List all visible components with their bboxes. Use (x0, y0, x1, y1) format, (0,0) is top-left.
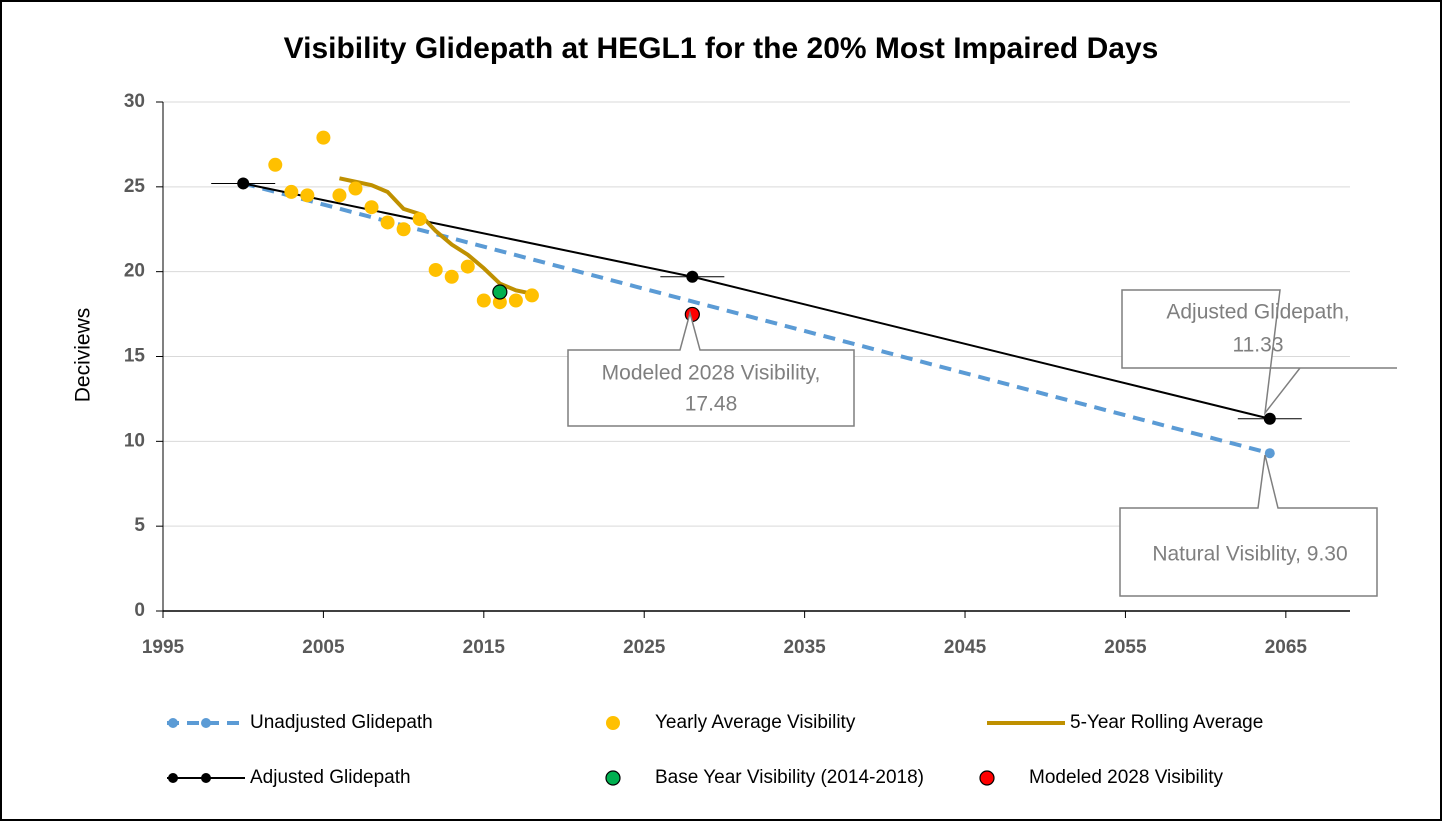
data-point (237, 177, 250, 190)
data-point (428, 262, 443, 277)
data-point (396, 222, 411, 237)
legend-swatch (605, 770, 621, 786)
annotation: Natural Visiblity, 9.30 (1152, 543, 1347, 566)
data-point (284, 184, 299, 199)
y-tick-label: 10 (124, 430, 145, 451)
chart-title: Visibility Glidepath at HEGL1 for the 20… (284, 32, 1159, 65)
data-point (300, 188, 315, 203)
legend-swatch (168, 718, 178, 728)
legend-label: Base Year Visibility (2014-2018) (655, 767, 924, 788)
legend-swatch (201, 773, 211, 783)
data-point (364, 200, 379, 215)
legend-swatch (201, 718, 211, 728)
x-tick-label: 2055 (1104, 637, 1147, 658)
annotation: Modeled 2028 Visibility, (602, 362, 821, 385)
data-point (686, 270, 699, 283)
x-tick-label: 2005 (302, 637, 345, 658)
data-point (444, 269, 459, 284)
callout-box (1119, 454, 1378, 597)
legend-label: Adjusted Glidepath (250, 767, 411, 788)
annotation: 17.48 (685, 393, 738, 416)
callout-box (1121, 289, 1397, 416)
data-point (412, 212, 427, 227)
legend-swatch (168, 773, 178, 783)
x-tick-label: 2025 (623, 637, 666, 658)
y-tick-label: 30 (124, 91, 145, 112)
callout-box (567, 310, 855, 427)
data-point (268, 157, 283, 172)
x-tick-label: 2045 (944, 637, 987, 658)
legend-label: Unadjusted Glidepath (250, 712, 433, 733)
annotation: Adjusted Glidepath, (1166, 301, 1349, 324)
legend-item: Unadjusted Glidepath (167, 712, 433, 733)
annotation: 11.33 (1233, 334, 1284, 357)
y-tick-label: 25 (124, 176, 146, 197)
x-tick-label: 2035 (783, 637, 826, 658)
legend-item: Yearly Average Visibility (606, 712, 856, 733)
data-point (316, 130, 331, 145)
series-line (339, 176, 533, 296)
data-point (492, 284, 508, 300)
legend-item: Base Year Visibility (2014-2018) (605, 767, 924, 788)
legend-swatch (606, 716, 620, 730)
y-tick-label: 0 (134, 600, 145, 621)
legend-label: Yearly Average Visibility (655, 712, 856, 733)
legend-item: Modeled 2028 Visibility (979, 767, 1223, 788)
data-point (332, 188, 347, 203)
data-point (524, 288, 539, 303)
legend-swatch (979, 770, 995, 786)
y-tick-label: 20 (124, 261, 145, 282)
x-tick-label: 2065 (1265, 637, 1308, 658)
legend-label: Modeled 2028 Visibility (1029, 767, 1223, 788)
x-tick-label: 2015 (463, 637, 506, 658)
x-tick-label: 1995 (142, 637, 185, 658)
series-line (242, 181, 1271, 456)
data-point (380, 215, 395, 230)
legend-label: 5-Year Rolling Average (1070, 712, 1263, 733)
legend-item: Adjusted Glidepath (167, 767, 411, 788)
data-point (1264, 448, 1275, 459)
data-point (460, 259, 475, 274)
y-axis-label: Deciviews (72, 308, 95, 403)
y-tick-label: 5 (134, 515, 145, 536)
y-tick-label: 15 (124, 346, 146, 367)
legend-item: 5-Year Rolling Average (987, 712, 1263, 733)
data-point (348, 181, 363, 196)
data-point (476, 293, 491, 308)
data-point (1263, 412, 1276, 425)
data-point (508, 293, 523, 308)
